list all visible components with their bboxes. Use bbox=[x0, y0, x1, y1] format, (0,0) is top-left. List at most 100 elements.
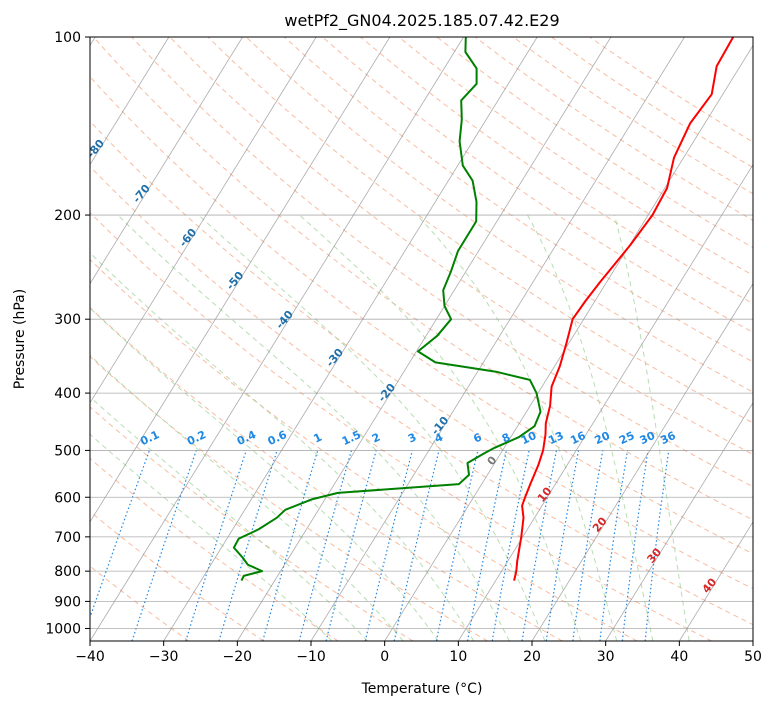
mixing-ratio-label: 10 bbox=[519, 429, 539, 447]
chart-title: wetPf2_GN04.2025.185.07.42.E29 bbox=[284, 11, 559, 31]
moist-adiabat bbox=[90, 396, 368, 641]
isotherm-label: -30 bbox=[323, 346, 346, 370]
y-axis-label: Pressure (hPa) bbox=[12, 289, 28, 389]
y-tick-label: 900 bbox=[54, 594, 81, 610]
x-tick-label: −20 bbox=[223, 649, 253, 665]
isotherm-label: 0 bbox=[485, 453, 500, 467]
y-tick-label: 200 bbox=[54, 208, 81, 224]
reference-lines bbox=[90, 37, 753, 641]
dry-adiabat bbox=[92, 37, 753, 521]
isotherm bbox=[163, 37, 538, 641]
x-tick-label: 20 bbox=[523, 649, 541, 665]
mixing-ratio-label: 0.6 bbox=[266, 428, 289, 448]
grid-lines bbox=[90, 37, 753, 641]
mixing-ratio-line bbox=[218, 450, 278, 641]
mixing-ratio-label: 2 bbox=[370, 431, 382, 446]
x-tick-label: 40 bbox=[670, 649, 688, 665]
y-tick-label: 300 bbox=[54, 312, 81, 328]
x-axis-label: Temperature (°C) bbox=[361, 681, 483, 697]
moist-adiabat bbox=[90, 307, 439, 641]
isotherm-label: -80 bbox=[84, 137, 107, 161]
mixing-ratio-label: 13 bbox=[546, 429, 565, 447]
moist-adiabat bbox=[613, 214, 690, 641]
mixing-ratio-line bbox=[599, 450, 629, 641]
isotherm-label: -60 bbox=[177, 226, 200, 250]
isotherm bbox=[90, 37, 391, 523]
y-tick-label: 600 bbox=[54, 490, 81, 506]
mixing-ratio-label: 1.5 bbox=[340, 428, 363, 448]
dry-adiabat bbox=[131, 37, 753, 488]
reference-labels: -100-90-80-70-60-50-40-30-20-10010203040… bbox=[0, 33, 720, 596]
x-tick-label: −10 bbox=[296, 649, 326, 665]
dry-adiabat bbox=[169, 37, 753, 456]
isotherm-label: -40 bbox=[273, 308, 296, 332]
moist-adiabat bbox=[90, 354, 404, 641]
mixing-ratio-label: 16 bbox=[568, 429, 588, 447]
dry-adiabat bbox=[90, 306, 563, 641]
mixing-ratio-label: 1 bbox=[312, 431, 324, 446]
isotherm bbox=[531, 282, 753, 641]
moist-adiabat bbox=[90, 433, 333, 641]
isotherm bbox=[90, 37, 317, 404]
isotherm-label: 30 bbox=[644, 545, 664, 565]
isotherm bbox=[678, 521, 753, 641]
isotherm bbox=[457, 163, 753, 641]
x-tick-label: −30 bbox=[149, 649, 179, 665]
isotherm-label: -20 bbox=[375, 381, 398, 405]
isotherm bbox=[90, 37, 243, 285]
isotherm-label: -100 bbox=[0, 33, 25, 63]
axes: −40 −30 −20 −10 0 10 20 30 40 5010020030040050060… bbox=[45, 30, 762, 665]
mixing-ratio-line bbox=[262, 450, 319, 641]
mixing-ratio-label: 6 bbox=[471, 430, 484, 445]
mixing-ratio-line bbox=[364, 450, 413, 641]
dry-adiabat bbox=[436, 37, 753, 249]
mixing-ratio-line bbox=[572, 450, 604, 641]
isotherm-label: 10 bbox=[535, 484, 555, 504]
x-tick-label: −40 bbox=[75, 649, 105, 665]
isotherm bbox=[384, 44, 753, 641]
x-tick-label: 30 bbox=[597, 649, 615, 665]
mixing-ratio-label: 4 bbox=[433, 430, 446, 445]
y-tick-label: 500 bbox=[54, 443, 81, 459]
dry-adiabat bbox=[321, 37, 753, 333]
y-tick-label: 100 bbox=[54, 30, 81, 46]
mixing-ratio-label: 0.2 bbox=[185, 428, 208, 448]
mixing-ratio-line bbox=[435, 450, 479, 641]
mixing-ratio-label: 30 bbox=[638, 429, 658, 447]
isotherm-label: -70 bbox=[130, 182, 153, 206]
mixing-ratio-label: 0.1 bbox=[138, 428, 161, 448]
isotherm bbox=[90, 37, 170, 166]
isotherm-label: -50 bbox=[224, 269, 247, 293]
dry-adiabat bbox=[245, 37, 753, 393]
isotherm bbox=[310, 37, 685, 641]
y-tick-label: 800 bbox=[54, 564, 81, 580]
dry-adiabat bbox=[90, 165, 753, 626]
y-tick-label: 700 bbox=[54, 530, 81, 546]
x-tick-label: 50 bbox=[744, 649, 762, 665]
mixing-ratio-line bbox=[131, 450, 197, 641]
isotherm bbox=[236, 37, 612, 641]
moist-adiabat bbox=[527, 214, 654, 641]
dry-adiabat bbox=[90, 76, 753, 555]
dry-adiabat bbox=[207, 37, 753, 424]
mixing-ratio-label: 25 bbox=[617, 429, 636, 447]
isotherm bbox=[90, 37, 464, 641]
moist-adiabat bbox=[90, 252, 475, 641]
mixing-ratio-line bbox=[325, 450, 377, 641]
mixing-ratio-label: 20 bbox=[593, 429, 613, 447]
moist-adiabat bbox=[299, 214, 582, 641]
mixing-ratio-line bbox=[545, 450, 580, 641]
dry-adiabat bbox=[90, 120, 753, 590]
x-tick-label: 0 bbox=[380, 649, 389, 665]
mixing-ratio-line bbox=[521, 450, 558, 641]
dry-adiabat bbox=[90, 258, 638, 641]
dry-adiabat bbox=[90, 457, 339, 641]
dry-adiabat bbox=[588, 37, 753, 143]
mixing-ratio-line bbox=[644, 450, 670, 641]
mixing-ratio-label: 36 bbox=[658, 429, 678, 447]
dry-adiabat bbox=[90, 406, 414, 641]
dry-adiabat bbox=[283, 37, 753, 363]
y-tick-label: 400 bbox=[54, 386, 81, 402]
